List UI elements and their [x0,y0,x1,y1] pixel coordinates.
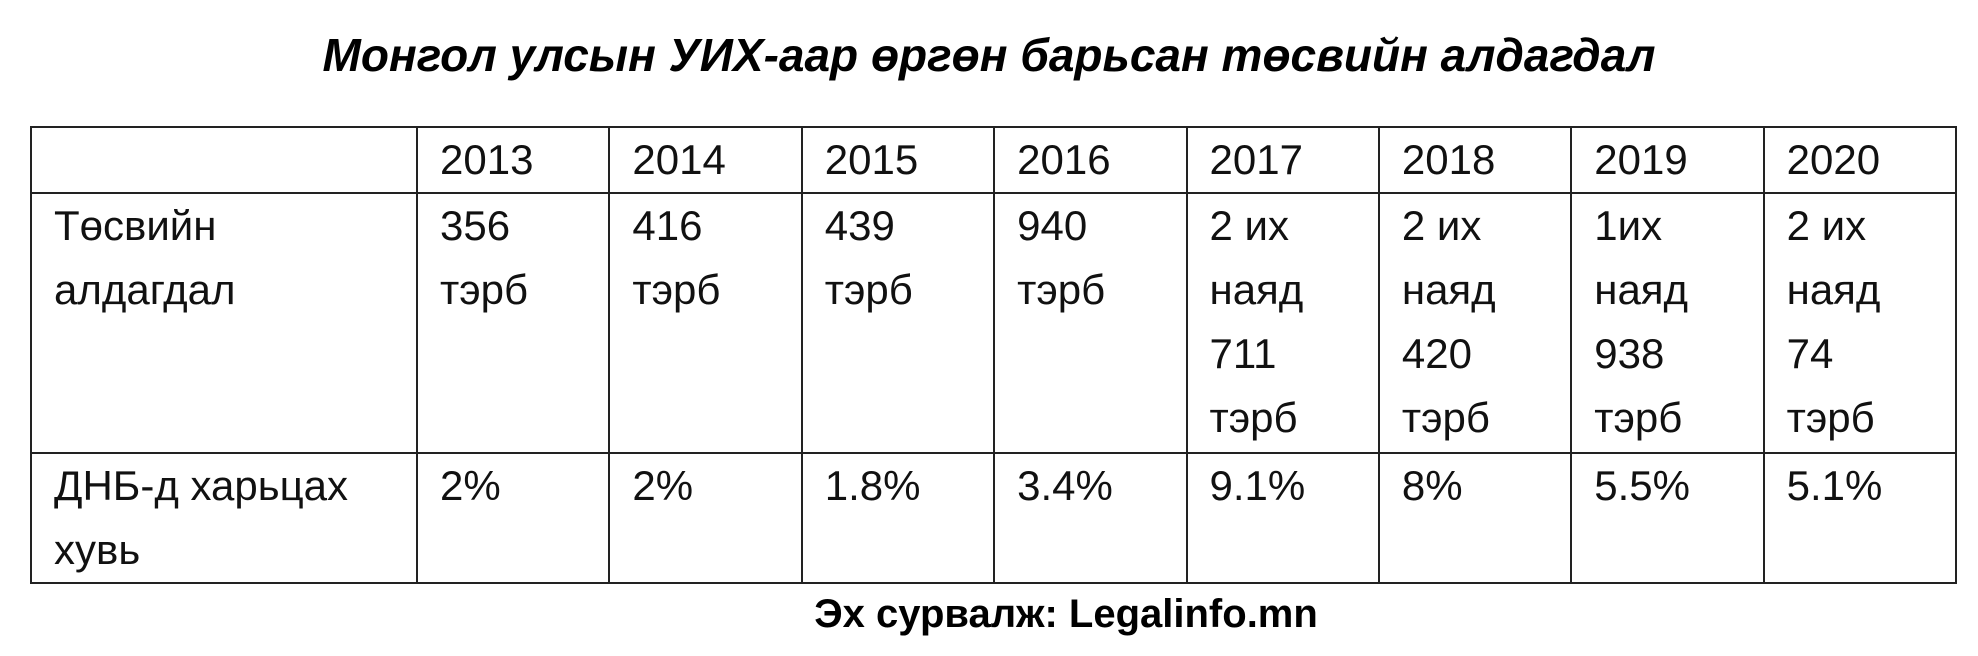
column-header: 2016 [993,126,1188,194]
table-row: Төсвийн алдагдал 356 тэрб 416 тэрб 439 тэрб… [30,192,1958,454]
column-header: 2018 [1377,126,1573,194]
table-cell: 1их наяд 938 тэрб [1570,192,1765,454]
table-cell: 2 их наяд 74 тэрб [1762,192,1958,454]
row-label: Төсвийн алдагдал [30,192,418,454]
table-cell: 9.1% [1185,452,1380,584]
column-header: 2013 [415,126,611,194]
table-cell: 2% [608,452,803,584]
data-table: 2013 2014 2015 2016 2017 2018 2019 2020 Төсвийн… [30,126,1958,584]
table-cell: 2 их наяд 711 тэрб [1185,192,1380,454]
column-header: 2015 [800,126,996,194]
source: Эх сурвалж: Legalinfo.mn [814,592,1318,636]
table-cell: 416 тэрб [608,192,803,454]
table-cell: 1.8% [800,452,996,584]
row-label: ДНБ-д харьцах хувь [30,452,418,584]
table-cell: 2% [415,452,611,584]
table-cell: 2 их наяд 420 тэрб [1377,192,1573,454]
title: Монгол улсын УИХ-аар өргөн барьсан төсви… [322,29,1656,81]
column-header: 2019 [1570,126,1765,194]
table-cell: 3.4% [993,452,1188,584]
table-cell: 940 тэрб [993,192,1188,454]
table-cell: 5.1% [1762,452,1958,584]
column-header: 2017 [1185,126,1380,194]
table-cell: 8% [1377,452,1573,584]
header-row: 2013 2014 2015 2016 2017 2018 2019 2020 [30,126,1958,194]
corner-cell [30,126,418,194]
column-header: 2014 [608,126,803,194]
table-cell: 356 тэрб [415,192,611,454]
table-cell: 5.5% [1570,452,1765,584]
column-header: 2020 [1762,126,1958,194]
table-row: ДНБ-д харьцах хувь 2% 2% 1.8% 3.4% 9.1% 8% 5.5%… [30,452,1958,584]
table-cell: 439 тэрб [800,192,996,454]
